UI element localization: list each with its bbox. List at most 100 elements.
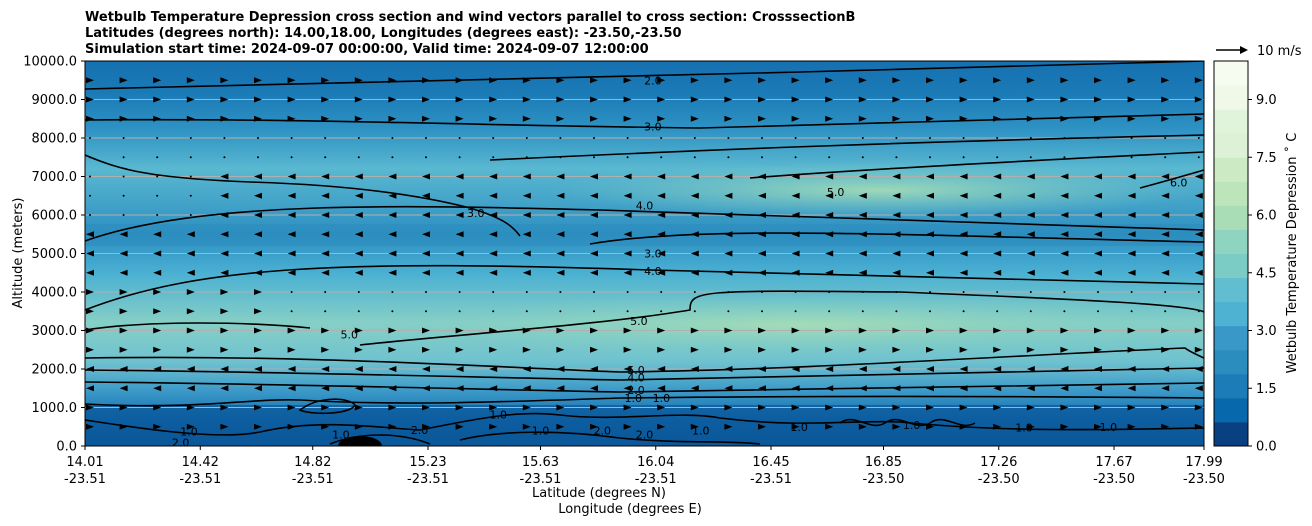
wind-vector-399 xyxy=(926,212,934,218)
wind-vector-5 xyxy=(254,423,262,430)
wind-vector-547 xyxy=(186,115,195,122)
wind-vector-476 xyxy=(89,156,91,159)
colorbar-tick-label-4: 6.0 xyxy=(1256,209,1277,224)
wind-vector-416 xyxy=(354,192,363,199)
wind-vector-253 xyxy=(593,291,595,293)
wind-vector-206 xyxy=(153,308,162,315)
wind-vector-385 xyxy=(455,212,464,218)
wind-vector-362 xyxy=(825,231,834,238)
wind-vector-280 xyxy=(354,269,363,276)
wind-vector-335 xyxy=(1060,250,1069,257)
wind-vector-42 xyxy=(354,404,363,411)
wind-vector-531 xyxy=(794,137,797,139)
wind-vector-68 xyxy=(86,385,94,392)
wind-vector-606 xyxy=(1026,96,1035,103)
wind-vector-370 xyxy=(1094,231,1102,238)
wind-vector-424 xyxy=(623,192,632,199)
wind-vector-177 xyxy=(321,327,330,334)
x-tick-lat-1: 14.42 xyxy=(182,455,219,470)
wind-vector-9 xyxy=(388,423,397,430)
wind-vector-263 xyxy=(929,291,931,293)
wind-vector-222 xyxy=(693,310,696,313)
wind-vector-157 xyxy=(791,346,800,353)
wind-vector-523 xyxy=(525,137,528,139)
wind-vector-638 xyxy=(959,77,968,84)
wind-vector-4 xyxy=(220,423,229,430)
wind-vector-469 xyxy=(993,173,1002,180)
wind-vector-154 xyxy=(690,346,699,353)
wind-vector-382 xyxy=(354,212,363,218)
wind-vector-115 xyxy=(522,366,531,372)
wind-vector-630 xyxy=(690,77,699,84)
wind-vector-421 xyxy=(522,192,531,199)
x-tick-lon-0: -23.51 xyxy=(64,472,106,487)
wind-vector-414 xyxy=(287,192,296,199)
wind-vector-588 xyxy=(422,96,430,103)
wind-vector-235 xyxy=(1130,310,1133,313)
wind-vector-330 xyxy=(892,250,901,257)
wind-vector-525 xyxy=(593,137,595,139)
wind-vector-631 xyxy=(724,77,733,84)
wind-vector-139 xyxy=(186,346,195,353)
wind-vector-166 xyxy=(1094,346,1102,353)
wind-vector-393 xyxy=(724,212,733,218)
wind-vector-76 xyxy=(354,385,363,392)
wind-vector-446 xyxy=(220,173,229,180)
wind-vector-610 xyxy=(1161,96,1170,103)
wind-vector-23 xyxy=(858,423,867,430)
wind-vector-63 xyxy=(1060,404,1069,411)
contour-label-14: 1.0 xyxy=(653,392,671,405)
wind-vector-480 xyxy=(223,156,226,159)
wind-vector-71 xyxy=(186,385,195,392)
wind-vector-593 xyxy=(590,96,598,103)
wind-vector-628 xyxy=(623,77,632,84)
colorbar-band-15 xyxy=(1214,61,1248,86)
colorbar-label: Wetbulb Temperature Depression ˚ C xyxy=(1284,133,1300,374)
wind-vector-219 xyxy=(593,310,595,313)
wind-vector-420 xyxy=(489,192,498,199)
colorbar-band-8 xyxy=(1214,229,1248,254)
wind-vector-6 xyxy=(287,423,296,430)
wind-vector-314 xyxy=(354,250,363,257)
contour-5-mid xyxy=(85,290,1204,346)
contour-3-upper xyxy=(85,113,1204,129)
wind-vector-584 xyxy=(287,96,296,103)
wind-vector-3 xyxy=(186,423,195,430)
wind-vector-513 xyxy=(189,137,192,139)
wind-vector-623 xyxy=(455,77,464,84)
wind-vector-379 xyxy=(254,212,262,218)
wind-vector-98 xyxy=(1094,385,1102,392)
wind-vector-179 xyxy=(388,327,397,334)
wind-vector-107 xyxy=(254,366,262,372)
wind-vector-19 xyxy=(724,423,733,430)
wind-vector-581 xyxy=(186,96,195,103)
wind-vector-132 xyxy=(1094,366,1102,372)
wind-vector-77 xyxy=(388,385,397,392)
wind-vector-574 xyxy=(1094,115,1102,122)
wind-vector-82 xyxy=(556,385,565,392)
wind-vector-485 xyxy=(391,156,394,159)
wind-vector-248 xyxy=(425,291,427,293)
wind-vector-609 xyxy=(1127,96,1136,103)
wind-vector-355 xyxy=(590,231,598,238)
wind-vector-372 xyxy=(1161,231,1170,238)
wind-vector-397 xyxy=(858,212,867,218)
wind-vector-607 xyxy=(1060,96,1069,103)
wind-vector-344 xyxy=(220,231,229,238)
wind-vector-86 xyxy=(690,385,699,392)
wind-vector-293 xyxy=(791,269,800,276)
wind-vector-72 xyxy=(220,385,229,392)
wind-vector-148 xyxy=(489,346,498,353)
wind-vector-226 xyxy=(828,310,831,313)
wind-vector-356 xyxy=(623,231,632,238)
y-tick-label-6: 6000.0 xyxy=(32,209,78,224)
x-tick-lat-8: 17.26 xyxy=(980,455,1017,470)
wind-vector-183 xyxy=(522,327,531,334)
wind-vector-55 xyxy=(791,404,800,411)
contour-label-25: 1.0 xyxy=(903,419,921,432)
contour-5-low xyxy=(85,347,1204,373)
wind-vector-286 xyxy=(556,269,565,276)
wind-vector-1 xyxy=(119,423,128,430)
contour-label-19: 1.0 xyxy=(490,408,508,421)
wind-vector-149 xyxy=(522,346,531,353)
